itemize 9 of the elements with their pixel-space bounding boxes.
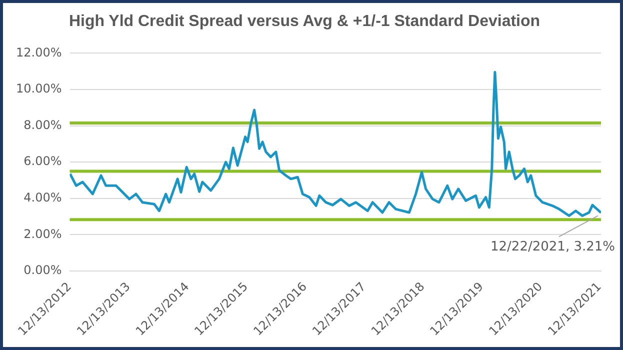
- annotation: 12/22/2021, 3.21%: [490, 240, 616, 255]
- y-tick-label: 12.00%: [16, 45, 62, 60]
- y-tick-label: 4.00%: [24, 190, 62, 204]
- y-tick-label: 10.00%: [16, 82, 62, 96]
- y-tick-label: 2.00%: [24, 226, 62, 241]
- y-tick-label: 6.00%: [24, 154, 62, 168]
- chart-title: High Yld Credit Spread versus Avg & +1/-1 Standard Deviation: [68, 13, 540, 30]
- y-tick-label: 8.00%: [24, 118, 62, 132]
- y-tick-label: 0.00%: [24, 263, 62, 278]
